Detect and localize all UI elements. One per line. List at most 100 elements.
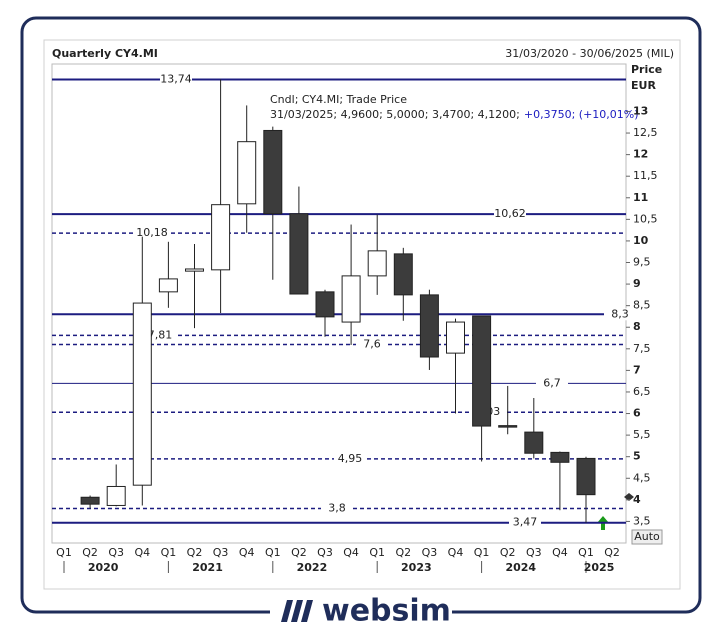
candle-body (550, 451, 570, 463)
brand: websim (322, 594, 451, 629)
x-tick-label: Q3 (108, 546, 124, 559)
x-tick-label: Q2 (187, 546, 203, 559)
y-tick-label: 10 (633, 234, 649, 247)
logo-icon (281, 600, 313, 622)
marker (624, 493, 634, 501)
x-tick-label: Q3 (317, 546, 333, 559)
candle-body (498, 425, 518, 428)
x-year-label: 2023 (401, 561, 432, 574)
level-label: 3,8 (328, 501, 346, 514)
candle-body (263, 129, 283, 215)
x-tick-label: Q1 (474, 546, 490, 559)
candle-body (289, 213, 309, 295)
x-year-label: 2025 (584, 561, 615, 574)
level-label: 6,7 (543, 376, 561, 389)
level-label: 4,95 (338, 452, 363, 465)
x-tick-label: Q2 (604, 546, 620, 559)
candle-body (132, 302, 152, 486)
y-tick-label: 12,5 (633, 126, 658, 139)
annotation: 31/03/2025; 4,9600; 5,0000; 3,4700; 4,12… (270, 108, 639, 121)
level-label: 3,47 (513, 516, 538, 529)
x-tick-label: Q1 (56, 546, 72, 559)
annotation: Cndl; CY4.MI; Trade Price (270, 93, 407, 106)
x-tick-label: Q3 (213, 546, 229, 559)
candle-body (367, 250, 387, 277)
x-tick-label: Q4 (552, 546, 568, 559)
level-label-bg (136, 227, 168, 240)
y-tick-label: 11 (633, 191, 648, 204)
x-tick-label: Q1 (369, 546, 385, 559)
level-label-bg (144, 329, 176, 342)
level-label: 10,18 (136, 226, 168, 239)
y-tick-label: 10,5 (633, 212, 658, 225)
candle-body (524, 431, 544, 454)
level-label-bg (334, 452, 366, 465)
chart-title: Quarterly CY4.MI (52, 47, 158, 60)
candle-body (106, 485, 126, 506)
x-tick-label: Q2 (82, 546, 98, 559)
y-tick-label: 6,5 (633, 385, 651, 398)
y-tick-label: 9 (633, 277, 641, 290)
candle-body (341, 275, 361, 323)
level-label: 7,81 (148, 328, 173, 341)
level-label-bg (356, 338, 388, 351)
y-tick-label: 11,5 (633, 169, 658, 182)
level-label: 10,62 (494, 207, 526, 220)
annotation-values: 31/03/2025; 4,9600; 5,0000; 3,4700; 4,12… (270, 108, 520, 121)
y-tick-label: 5,5 (633, 428, 651, 441)
y-tick-label: 4,5 (633, 471, 651, 484)
candle-body (472, 315, 492, 427)
x-tick-label: Q3 (526, 546, 542, 559)
level-label-bg (321, 502, 353, 515)
y-tick-label: 7 (633, 363, 641, 376)
level-label: 13,74 (160, 73, 192, 86)
x-tick-label: Q4 (448, 546, 464, 559)
level-label-bg (604, 308, 636, 321)
candle-body (237, 141, 257, 205)
auto-button[interactable] (631, 529, 663, 545)
level-label-bg (160, 73, 192, 86)
x-tick-label: Q4 (343, 546, 359, 559)
level-label-bg (509, 516, 541, 529)
x-year-label: 2022 (297, 561, 328, 574)
candle-body (211, 204, 231, 271)
y-label: Price (631, 63, 662, 76)
y-unit: EUR (631, 79, 656, 92)
y-tick-label: 4 (633, 493, 641, 506)
level-label-bg (494, 208, 526, 221)
candle-body (158, 278, 178, 293)
x-tick-label: Q2 (500, 546, 516, 559)
y-tick-label: 6 (633, 407, 641, 420)
y-tick-label: 3,5 (633, 514, 651, 527)
x-tick-label: Q4 (134, 546, 150, 559)
y-tick-label: 5 (633, 450, 641, 463)
candle-body (393, 253, 413, 296)
candle-body (446, 321, 465, 354)
y-tick-label: 8,5 (633, 299, 651, 312)
x-year-label: 2024 (505, 561, 536, 574)
x-year-label: 2021 (192, 561, 223, 574)
y-tick-label: 13 (633, 104, 648, 117)
x-tick-label: Q4 (239, 546, 255, 559)
annotation-change: +0,3750; (+10,01%) (524, 108, 639, 121)
candle-body (185, 268, 204, 272)
x-tick-label: Q2 (395, 546, 411, 559)
level-label: 8,3 (611, 307, 629, 320)
y-tick-label: 9,5 (633, 256, 651, 269)
x-tick-label: Q3 (422, 546, 438, 559)
y-tick-label: 12 (633, 148, 648, 161)
candle-body (80, 496, 100, 505)
x-tick-label: Q1 (161, 546, 177, 559)
x-tick-label: Q2 (291, 546, 307, 559)
x-tick-label: Q1 (265, 546, 281, 559)
candle-body (576, 457, 596, 496)
level-label-bg (536, 377, 568, 390)
x-tick-label: Q1 (578, 546, 594, 559)
chart-subtitle: 31/03/2020 - 30/06/2025 (MIL) (505, 47, 674, 60)
x-year-label: 2020 (88, 561, 119, 574)
level-label: 7,6 (363, 337, 381, 350)
auto-button-label[interactable]: Auto (634, 530, 660, 543)
candle-body (315, 291, 335, 318)
y-tick-label: 7,5 (633, 342, 651, 355)
